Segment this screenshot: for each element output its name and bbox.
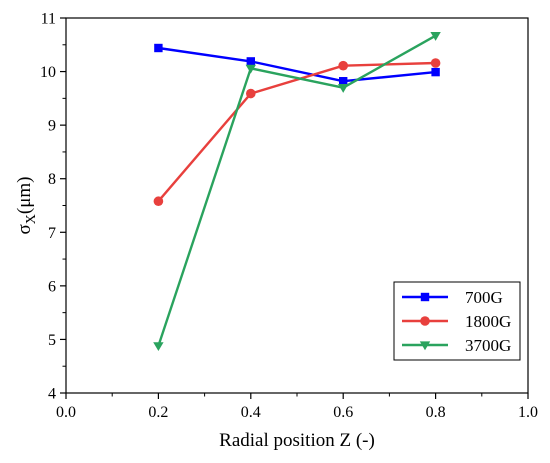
y-tick-label: 6 <box>48 278 56 295</box>
series-700G <box>154 43 440 86</box>
x-axis-label: Radial position Z (-) <box>219 430 375 451</box>
x-tick-label: 0.4 <box>241 404 261 421</box>
data-point <box>338 60 349 71</box>
y-tick-label: 9 <box>48 118 56 135</box>
series-1800G <box>153 58 441 207</box>
data-point <box>431 67 440 77</box>
x-tick-label: 0.2 <box>148 404 168 421</box>
legend-item: 700G <box>402 288 503 307</box>
y-tick-label: 7 <box>48 225 56 242</box>
y-tick-label: 11 <box>41 11 56 28</box>
data-point <box>430 32 441 41</box>
legend-marker <box>420 292 430 302</box>
data-point <box>245 64 256 74</box>
x-tick-label: 1.0 <box>518 404 538 421</box>
ticks-layer: 0.0 0.2 0.4 0.6 0.8 1.0 4 5 6 7 8 9 10 11 <box>40 11 538 422</box>
legend-label: 3700G <box>465 336 511 355</box>
y-tick-label: 4 <box>48 386 56 403</box>
series-line <box>158 46 436 83</box>
legend-label: 1800G <box>465 312 511 331</box>
legend-item: 1800G <box>402 312 511 331</box>
y-axis-label: σX(μm) <box>14 177 39 235</box>
y-axis-label-symbol: σ <box>14 224 35 234</box>
data-point <box>246 57 255 66</box>
data-point <box>153 196 164 207</box>
y-axis-label-unit: (μm) <box>14 177 35 215</box>
series-layer <box>153 32 441 352</box>
data-point <box>339 77 348 86</box>
y-tick-label: 5 <box>48 332 56 349</box>
series-3700G <box>153 32 441 352</box>
x-tick-label: 0.8 <box>426 404 446 421</box>
data-point <box>430 58 441 68</box>
data-point <box>153 342 164 352</box>
x-tick-label: 0.0 <box>56 404 76 421</box>
data-point <box>338 84 349 93</box>
y-axis-label-subscript: X <box>24 214 39 224</box>
x-tick-label: 0.6 <box>333 404 353 421</box>
data-point <box>246 88 256 99</box>
legend: 700G 1800G 3700G <box>393 281 521 361</box>
y-tick-label: 10 <box>40 64 56 81</box>
legend-marker <box>419 341 431 351</box>
series-line <box>157 61 436 202</box>
series-line <box>157 34 437 347</box>
data-point <box>154 43 163 53</box>
legend-item: 3700G <box>402 336 511 355</box>
legend-label: 700G <box>465 288 503 307</box>
legend-marker <box>420 316 430 326</box>
y-tick-label: 8 <box>48 171 56 188</box>
